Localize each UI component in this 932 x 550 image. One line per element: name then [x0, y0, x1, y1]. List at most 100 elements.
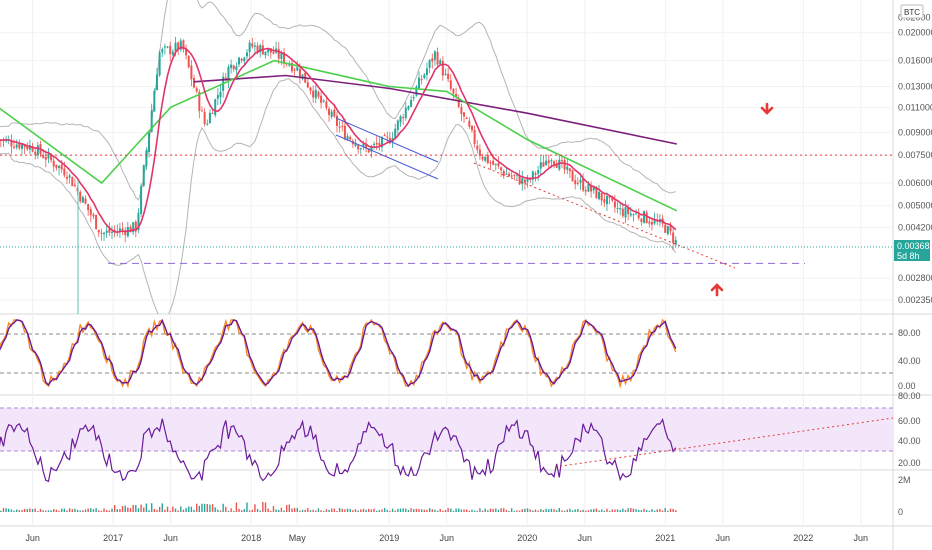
candle-body: [605, 195, 608, 205]
volume-bar: [164, 509, 166, 512]
volume-bar: [391, 508, 394, 512]
candle-body: [367, 148, 370, 153]
volume-bar: [53, 509, 55, 512]
osc-tick-label: 80.00: [898, 328, 921, 338]
volume-bar: [254, 504, 256, 512]
oscillator-panes[interactable]: [0, 318, 893, 512]
candle-body: [666, 226, 669, 235]
volume-bar: [664, 508, 666, 512]
volume-bar: [21, 510, 23, 512]
volume-bar: [378, 510, 381, 512]
candle-body: [526, 177, 529, 182]
volume-bar: [420, 509, 423, 512]
volume-bar: [341, 508, 343, 512]
candle-body: [396, 120, 399, 130]
candle-body: [415, 86, 418, 96]
candle-body: [386, 136, 389, 138]
candle-body: [582, 178, 585, 191]
volume-bar: [661, 510, 664, 512]
volume-bar: [259, 510, 261, 512]
candle-body: [52, 160, 55, 167]
candle-body: [553, 161, 556, 165]
volume-bar: [214, 507, 216, 512]
volume-bar: [656, 509, 658, 512]
candle-body: [632, 214, 635, 216]
volume-bar: [407, 509, 410, 512]
volume-bar: [487, 510, 489, 512]
volume-bar: [550, 508, 553, 512]
candle-body: [457, 97, 460, 107]
candle-body: [407, 106, 410, 110]
candle-body: [354, 143, 357, 146]
volume-bar: [492, 509, 494, 512]
candle-body: [470, 125, 473, 131]
volume-bar: [127, 507, 129, 512]
volume-bar: [190, 506, 193, 512]
arrow-down-icon: [760, 102, 774, 115]
candle-body: [298, 68, 301, 78]
candle-body: [81, 196, 84, 203]
candle-body: [23, 144, 26, 148]
candle-body: [550, 160, 553, 162]
volume-bar: [5, 508, 7, 512]
volume-bar: [447, 508, 449, 512]
candle-body: [383, 135, 386, 137]
candle-body: [473, 129, 476, 145]
volume-bar: [370, 509, 373, 512]
volume-bar: [132, 504, 134, 512]
volume-bar: [423, 509, 426, 512]
volume-bar: [360, 509, 362, 512]
volume-bar: [354, 509, 357, 512]
volume-bar: [251, 509, 253, 512]
volume-bar: [26, 509, 28, 512]
volume-bar: [611, 509, 613, 512]
rsi-trend-line: [554, 417, 893, 468]
price-axis[interactable]: 0.020000 0.016000 0.013000 0.011000 0.009000…: [898, 12, 932, 304]
x-tick-label: 2018: [241, 533, 261, 543]
volume-bar: [659, 509, 661, 512]
candle-body: [118, 228, 121, 232]
volume-bar: [624, 510, 627, 512]
candle-body: [338, 126, 341, 128]
volume-bar: [606, 508, 608, 512]
candle-body: [523, 179, 526, 183]
volume-bar: [113, 505, 116, 512]
volume-bar: [397, 508, 399, 512]
candle-body: [290, 62, 293, 72]
symbol-badge[interactable]: BTC: [900, 4, 924, 19]
y-tick-label: 0.005000: [898, 201, 932, 211]
candle-body: [320, 95, 323, 103]
volume-bar: [307, 508, 309, 512]
candle-body: [486, 155, 489, 164]
candle-body: [182, 40, 185, 50]
candle-body: [373, 143, 376, 145]
candle-body: [177, 42, 180, 50]
time-axis[interactable]: Jun 2017 Jun 2018 May 2019 Jun 2020 Jun 2021 Jun 20…: [25, 533, 868, 543]
volume-bar: [439, 508, 441, 512]
candle-body: [447, 73, 450, 80]
svg-text:5d 8h: 5d 8h: [897, 251, 920, 261]
volume-bar: [2, 508, 5, 512]
volume-bar: [598, 510, 600, 512]
volume-bar: [460, 509, 463, 512]
candle-body: [124, 230, 127, 236]
volume-bar: [622, 508, 624, 512]
volume-bar: [616, 509, 619, 512]
price-pane[interactable]: [0, 0, 893, 320]
candle-body: [113, 229, 116, 231]
volume-bar: [675, 510, 677, 512]
volume-bar: [593, 509, 595, 512]
candle-body: [650, 221, 653, 225]
candle-body: [208, 112, 211, 124]
volume-bar: [129, 508, 132, 512]
candle-body: [166, 46, 169, 48]
candle-body: [31, 146, 34, 152]
volume-bar: [632, 508, 635, 512]
volume-bar: [595, 508, 598, 512]
candle-body: [555, 164, 558, 168]
candle-body: [251, 43, 254, 47]
volume-bar: [518, 510, 521, 512]
stoch-d-line: [0, 319, 677, 388]
candle-body: [380, 136, 383, 148]
